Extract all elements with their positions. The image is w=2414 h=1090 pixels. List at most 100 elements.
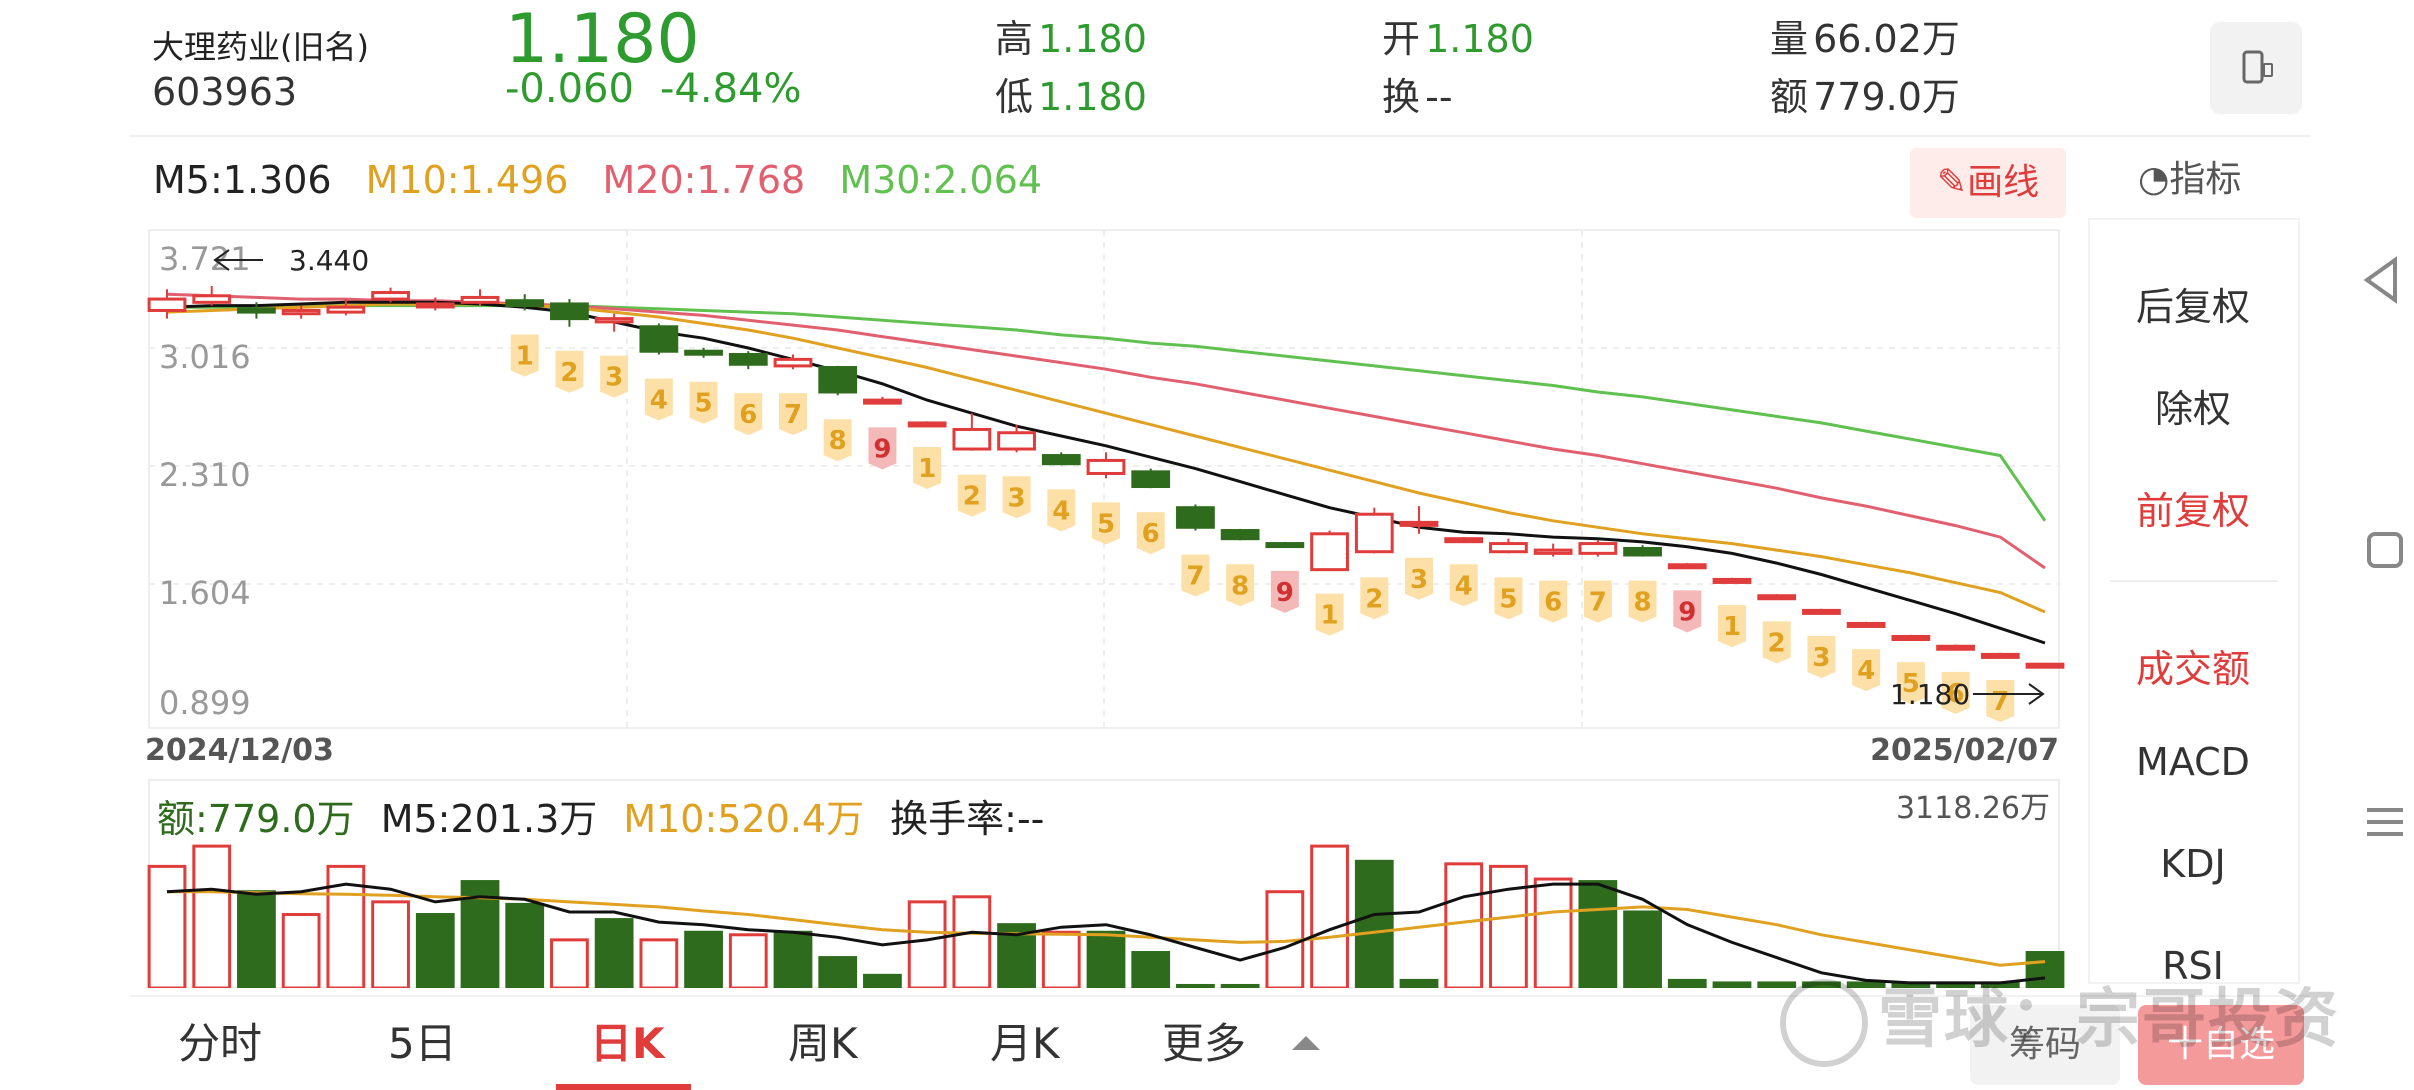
td-marker-label: 5 (695, 389, 713, 419)
candle-body (415, 302, 455, 309)
candle-body (281, 308, 321, 316)
td-marker-label: 5 (1499, 584, 1517, 614)
td-marker (510, 334, 539, 377)
candle-body (1533, 548, 1573, 555)
td-marker (1494, 577, 1523, 620)
td-marker (957, 474, 986, 517)
side-item-macd[interactable]: MACD (2136, 740, 2250, 784)
candle-body (1891, 634, 1931, 641)
phone-icon (2242, 50, 2273, 84)
phone-mode-button[interactable] (2210, 22, 2302, 114)
td-marker (1628, 580, 1657, 623)
volume-bar (237, 890, 276, 988)
td-marker-label: 5 (1902, 669, 1920, 699)
volume-bar (1041, 930, 1081, 988)
td-marker-label: 6 (739, 400, 757, 430)
volume-bar (1310, 844, 1349, 988)
open-value: 1.180 (1425, 17, 1534, 61)
date-end: 2025/02/07 (1870, 733, 2059, 768)
candle-body (1489, 542, 1528, 554)
volume-bar (1176, 983, 1215, 988)
candle-body (1399, 520, 1439, 527)
candle-body (1623, 546, 1662, 557)
stock-code: 603963 (152, 70, 298, 114)
side-menu-divider (2110, 580, 2278, 582)
high-label: 高 (995, 17, 1034, 61)
indicator-button[interactable]: ◔指标 (2138, 150, 2241, 202)
tab-weekly-k[interactable]: 周K (788, 1019, 858, 1068)
side-item-kdj[interactable]: KDJ (2160, 842, 2226, 886)
volume-bar (1131, 951, 1171, 988)
td-marker-label: 1 (918, 454, 936, 484)
home-nav-icon[interactable] (2355, 520, 2414, 580)
side-item-ex-rights[interactable]: 除权 (2154, 387, 2231, 431)
td-marker-label: 3 (1410, 565, 1428, 595)
price-axis-label: 0.899 (159, 684, 251, 722)
td-marker (1181, 554, 1210, 597)
volume-bar (594, 918, 634, 988)
side-item-rsi[interactable]: RSI (2162, 944, 2224, 984)
tab-daily-k[interactable]: 日K (590, 1019, 665, 1068)
add-watchlist-button[interactable]: 十自选 (2138, 1005, 2304, 1085)
td-marker-label: 4 (1857, 656, 1875, 686)
candle-body (952, 427, 992, 451)
td-marker (1002, 476, 1031, 519)
price-change: -0.060 (505, 66, 634, 112)
candle-body (684, 349, 723, 356)
recents-nav-icon[interactable] (2355, 792, 2414, 852)
volume-label: 量 (1770, 17, 1809, 61)
td-marker (1539, 580, 1568, 623)
draw-line-label: 画线 (1967, 162, 2040, 203)
td-marker (644, 378, 673, 421)
td-marker-label: 7 (784, 400, 802, 430)
vol-m10-legend: M10:520.4万 (623, 797, 865, 841)
candle-body (460, 295, 500, 304)
candle-body (371, 291, 410, 301)
candle-body (818, 366, 858, 394)
back-nav-icon[interactable] (2355, 250, 2414, 310)
quote-turnover: 换 -- (1382, 66, 1453, 121)
volume-legend: 额:779.0万 M5:201.3万 M10:520.4万 换手率:-- (157, 788, 1044, 843)
volume-bar (415, 913, 455, 988)
td-marker-label: 8 (829, 426, 847, 456)
td-marker (1718, 605, 1746, 648)
stock-name: 大理药业(旧名) (152, 28, 369, 66)
quote-volume: 量 66.02万 (1770, 8, 1960, 63)
volume-bar (1220, 983, 1260, 988)
td-marker-label: 2 (1365, 584, 1383, 614)
td-marker (1852, 649, 1881, 692)
high-value: 1.180 (1038, 17, 1147, 61)
td-marker-label: 9 (1276, 578, 1294, 608)
candle-body (1354, 512, 1394, 554)
volume-bar (192, 844, 232, 988)
candle-body (1712, 577, 1752, 584)
low-marker-value: 1.180 (1890, 678, 1970, 711)
side-item-post-adjust[interactable]: 后复权 (2135, 285, 2250, 329)
candle-body (1667, 563, 1707, 570)
side-menu: 后复权 除权 前复权 成交额 MACD KDJ RSI (2088, 218, 2300, 984)
td-marker (1092, 502, 1120, 545)
tab-5day[interactable]: 5日 (388, 1019, 457, 1068)
td-marker-label: 8 (1231, 571, 1249, 601)
candle-body (728, 352, 768, 366)
volume-bar (639, 938, 679, 988)
td-marker-label: 1 (1321, 601, 1339, 631)
td-marker-label: 7 (1991, 687, 2009, 717)
volume-bar (281, 913, 321, 988)
td-marker (1047, 489, 1076, 532)
td-marker-label: 4 (1455, 571, 1473, 601)
side-item-amount[interactable]: 成交额 (2135, 647, 2250, 691)
tab-more[interactable]: 更多 (1162, 1019, 1247, 1068)
quote-amount: 额 779.0万 (1770, 66, 1960, 121)
td-marker-label: 7 (1186, 562, 1204, 592)
tab-intraday[interactable]: 分时 (178, 1019, 263, 1068)
td-marker (1941, 671, 1970, 714)
volume-bar (147, 864, 187, 988)
date-start: 2024/12/03 (145, 733, 334, 768)
draw-line-button[interactable]: ✎画线 (1910, 148, 2066, 218)
tab-monthly-k[interactable]: 月K (990, 1019, 1060, 1068)
side-item-pre-adjust[interactable]: 前复权 (2135, 489, 2250, 533)
volume-bar (1712, 981, 1752, 988)
chips-button[interactable]: 筹码 (1970, 1005, 2120, 1085)
